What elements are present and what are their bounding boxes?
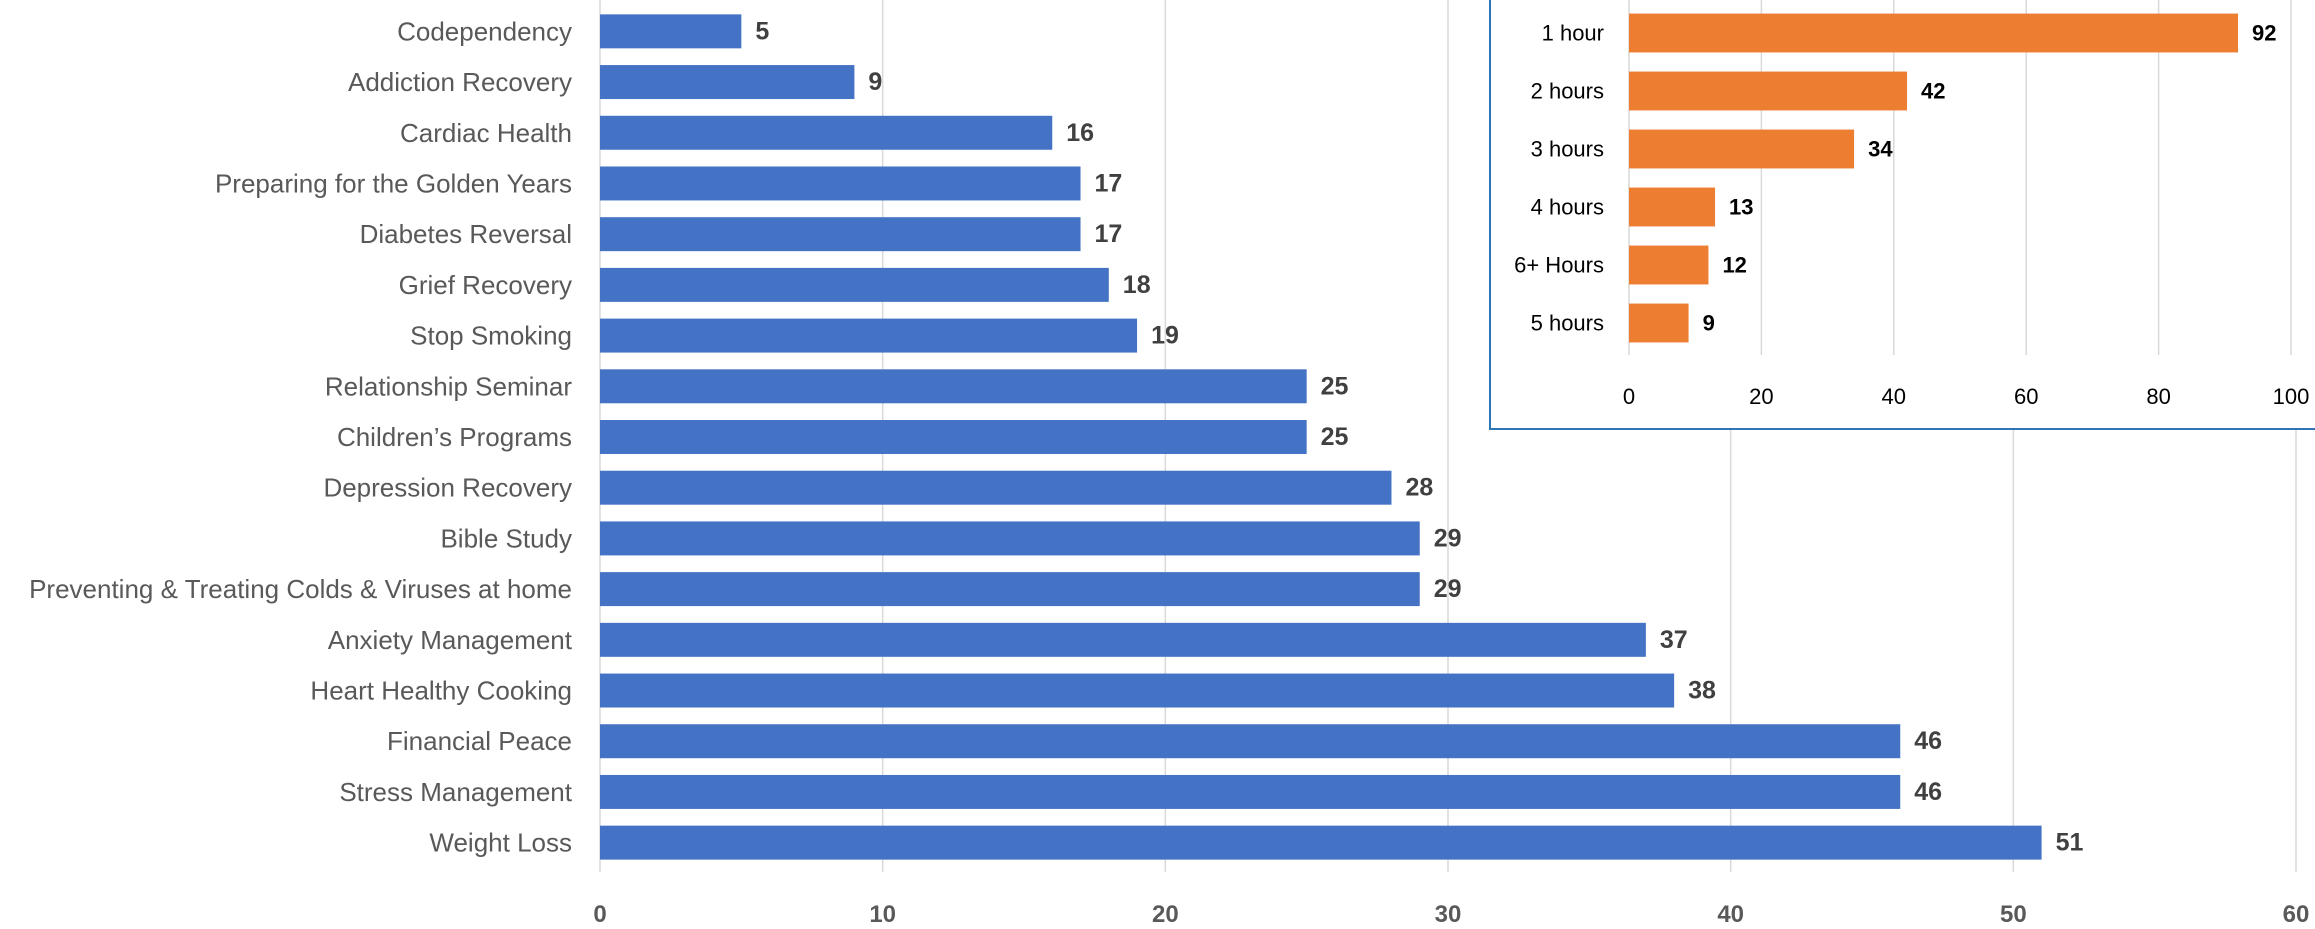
data-label: 25	[1321, 372, 1349, 400]
data-label: 25	[1321, 423, 1349, 451]
bar-stop-smoking	[600, 318, 1138, 353]
bar-cardiac-health	[600, 115, 1053, 150]
data-label: 37	[1660, 626, 1688, 654]
bar-depression-recovery	[600, 470, 1392, 505]
category-label: 1 hour	[1542, 21, 1604, 46]
bar-addiction-recovery	[600, 65, 855, 100]
bar-6-hours	[1629, 245, 1709, 285]
category-label: Preventing & Treating Colds & Viruses at…	[29, 574, 572, 604]
x-tick-label: 80	[2146, 384, 2170, 409]
data-label: 19	[1151, 322, 1179, 350]
data-label: 46	[1914, 727, 1942, 755]
bar-anxiety-management	[600, 622, 1646, 657]
bar-bible-study	[600, 521, 1420, 556]
bar-4-hours	[1629, 187, 1716, 227]
data-label: 38	[1688, 677, 1716, 705]
session-length-chart: 0 20 40 60 80 100 1 hour 92 2 hours 42 3 hours 34 4 …	[1489, 0, 2315, 430]
bar-5-hours	[1629, 303, 1689, 343]
data-label: 28	[1405, 474, 1433, 502]
bar-relationship-seminar	[600, 369, 1307, 404]
category-label: Anxiety Management	[328, 625, 573, 655]
data-label: 17	[1095, 169, 1123, 197]
category-label: 4 hours	[1531, 195, 1604, 220]
category-label: Weight Loss	[429, 828, 572, 858]
bar-preparing-for-the-golden-years	[600, 166, 1081, 201]
bar-financial-peace	[600, 724, 1901, 759]
category-label: Children’s Programs	[337, 422, 572, 452]
data-label: 12	[1722, 253, 1746, 278]
category-label: Bible Study	[440, 523, 572, 553]
data-label: 51	[2056, 829, 2084, 857]
category-label: Codependency	[397, 16, 572, 46]
bar-heart-healthy-cooking	[600, 673, 1675, 708]
data-label: 9	[868, 68, 882, 96]
x-tick-label: 20	[1152, 901, 1179, 928]
category-label: Preparing for the Golden Years	[215, 168, 572, 198]
bar-2-hours	[1629, 71, 1908, 111]
bar-preventing-treating-colds-viruses-at-home	[600, 572, 1420, 607]
bar-3-hours	[1629, 129, 1855, 169]
x-tick-label: 100	[2273, 384, 2310, 409]
category-label: 3 hours	[1531, 137, 1604, 162]
x-tick-label: 60	[2283, 901, 2310, 928]
inset-chart-frame	[1489, 0, 2315, 430]
data-label: 46	[1914, 778, 1942, 806]
category-label: Stop Smoking	[410, 321, 572, 351]
x-tick-label: 20	[1749, 384, 1773, 409]
bar-children-s-programs	[600, 420, 1307, 454]
category-label: 5 hours	[1531, 311, 1604, 336]
category-label: 6+ Hours	[1514, 253, 1604, 278]
category-label: Cardiac Health	[400, 118, 572, 148]
x-tick-label: 50	[2000, 901, 2027, 928]
x-tick-label: 60	[2014, 384, 2038, 409]
data-label: 92	[2252, 21, 2276, 46]
bar-stress-management	[600, 774, 1901, 809]
x-tick-label: 40	[1882, 384, 1906, 409]
category-label: Diabetes Reversal	[360, 219, 572, 249]
data-label: 5	[755, 17, 769, 45]
x-tick-label: 40	[1717, 901, 1744, 928]
bar-diabetes-reversal	[600, 217, 1081, 252]
bar-grief-recovery	[600, 267, 1109, 302]
data-label: 13	[1729, 195, 1753, 220]
category-label: Financial Peace	[387, 726, 572, 756]
bar-weight-loss	[600, 825, 2042, 860]
category-label: 2 hours	[1531, 79, 1604, 104]
category-label: Depression Recovery	[323, 473, 572, 503]
data-label: 29	[1434, 575, 1462, 603]
x-tick-label: 30	[1435, 901, 1462, 928]
bar-1-hour	[1629, 13, 2239, 53]
category-label: Grief Recovery	[399, 270, 572, 300]
data-label: 16	[1066, 119, 1094, 147]
data-label: 9	[1703, 311, 1715, 336]
bar-codependency	[600, 14, 742, 49]
data-label: 29	[1434, 524, 1462, 552]
data-label: 18	[1123, 271, 1151, 299]
x-tick-label: 0	[1623, 384, 1635, 409]
category-label: Stress Management	[339, 777, 572, 807]
category-label: Heart Healthy Cooking	[310, 676, 572, 706]
x-tick-label: 10	[869, 901, 896, 928]
data-label: 34	[1868, 137, 1893, 162]
category-label: Addiction Recovery	[348, 67, 572, 97]
data-label: 42	[1921, 79, 1945, 104]
data-label: 17	[1095, 220, 1123, 248]
category-label: Relationship Seminar	[325, 371, 572, 401]
x-tick-label: 0	[593, 901, 606, 928]
